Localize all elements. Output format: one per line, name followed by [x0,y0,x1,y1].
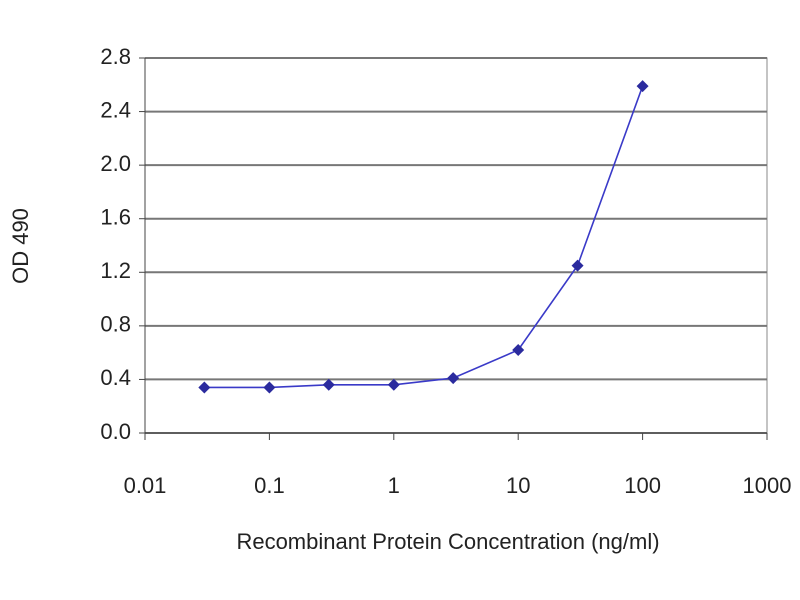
x-tick-label: 0.01 [124,473,167,498]
data-point [263,381,276,394]
data-point [387,378,400,391]
data-point [636,80,649,93]
x-tick-label: 0.1 [254,473,285,498]
data-point [571,259,584,272]
data-point [447,372,460,385]
y-tick-label: 0.8 [100,312,131,337]
x-tick-label: 1 [388,473,400,498]
y-tick-label: 0.0 [100,419,131,444]
y-tick-label: 0.4 [100,365,131,390]
x-axis-label: Recombinant Protein Concentration (ng/ml… [236,529,659,554]
data-point [322,378,335,391]
x-tick-label: 10 [506,473,530,498]
y-tick-label: 1.6 [100,205,131,230]
x-tick-label: 100 [624,473,661,498]
y-tick-label: 1.2 [100,258,131,283]
x-tick-label: 1000 [743,473,792,498]
data-point [512,343,525,356]
y-axis-label: OD 490 [8,208,33,284]
plot-area [144,57,768,434]
y-tick-label: 2.4 [100,97,131,122]
y-tick-label: 2.8 [100,44,131,69]
data-point [198,381,211,394]
data-line [204,85,644,389]
y-tick-label: 2.0 [100,151,131,176]
